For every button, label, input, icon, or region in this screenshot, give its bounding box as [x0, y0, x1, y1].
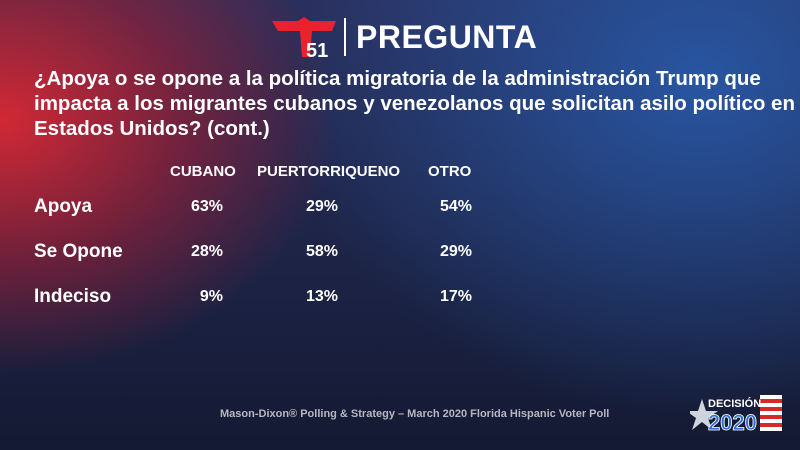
cell-value: 54%: [439, 198, 472, 215]
header-title: PREGUNTA: [356, 19, 538, 55]
source-footer: Mason-Dixon® Polling & Strategy – March …: [220, 408, 610, 420]
column-header-cubano: CUBANO: [170, 163, 236, 180]
cell-value: 17%: [439, 288, 472, 305]
flag-stripes-icon: [760, 395, 782, 431]
cell-value: 63%: [190, 198, 223, 215]
cell-value: 58%: [305, 243, 338, 260]
telemundo-51-logo: 51: [272, 17, 336, 59]
column-header-puertorriqueno: PUERTORRIQUENO: [257, 163, 401, 180]
star-icon: [690, 399, 718, 430]
svg-text:51: 51: [306, 40, 328, 59]
svg-text:2020: 2020: [708, 410, 757, 433]
row-label-apoya: Apoya: [34, 196, 93, 217]
svg-text:DECISIÓN: DECISIÓN: [708, 397, 761, 410]
decision-2020-badge: DECISIÓN 2020: [690, 395, 782, 433]
row-label-se-opone: Se Opone: [34, 241, 123, 262]
header-divider: [344, 18, 346, 56]
cell-value: 29%: [305, 198, 338, 215]
row-label-indeciso: Indeciso: [34, 286, 112, 307]
column-header-otro: OTRO: [428, 163, 472, 180]
question-text: ¿Apoya o se opone a la política migrator…: [34, 67, 795, 140]
cell-value: 13%: [305, 288, 338, 305]
cell-value: 9%: [199, 288, 223, 305]
cell-value: 29%: [439, 243, 472, 260]
cell-value: 28%: [190, 243, 223, 260]
